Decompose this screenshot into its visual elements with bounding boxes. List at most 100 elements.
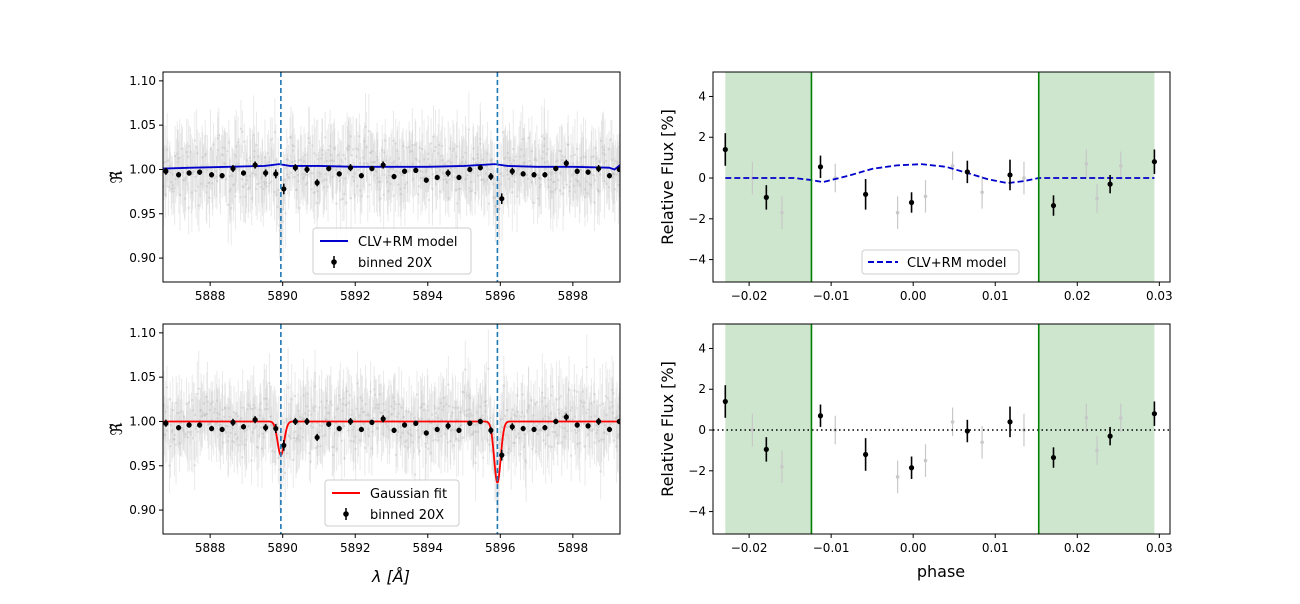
raw-point xyxy=(308,141,311,145)
raw-point xyxy=(186,430,189,434)
raw-point xyxy=(582,155,585,158)
raw-point xyxy=(499,182,502,186)
raw-point xyxy=(187,145,191,148)
raw-point xyxy=(578,184,582,188)
panel-spectrum-top: 5888 5890 5892 5894 5896 5898 0.90 0.95 1.00 1.05… xyxy=(107,71,621,303)
raw-point xyxy=(208,408,212,412)
legend-model-label: CLV+RM model xyxy=(907,256,1007,271)
raw-point xyxy=(425,435,428,439)
raw-point xyxy=(290,398,293,401)
raw-point xyxy=(464,178,467,181)
raw-point xyxy=(349,439,352,443)
raw-point xyxy=(199,408,203,412)
raw-point xyxy=(165,148,169,152)
raw-point xyxy=(222,441,225,444)
raw-point xyxy=(184,177,187,180)
raw-point xyxy=(552,425,555,429)
faint-point xyxy=(750,428,755,432)
raw-point xyxy=(403,445,407,448)
data-point xyxy=(817,164,824,170)
raw-point xyxy=(577,180,580,183)
raw-point xyxy=(340,158,343,162)
raw-point xyxy=(399,192,403,196)
raw-point xyxy=(350,409,354,412)
raw-point xyxy=(312,406,315,410)
raw-point xyxy=(253,149,256,153)
raw-point xyxy=(469,180,473,184)
raw-point xyxy=(563,435,566,439)
raw-point xyxy=(215,399,219,402)
raw-point xyxy=(546,147,550,151)
raw-point xyxy=(229,431,232,435)
raw-point xyxy=(454,406,457,410)
raw-point xyxy=(605,159,608,163)
binned-point xyxy=(488,427,494,433)
binned-point xyxy=(163,168,169,174)
raw-point xyxy=(451,411,454,415)
raw-point xyxy=(563,155,567,159)
raw-point xyxy=(612,392,615,395)
raw-point xyxy=(375,403,378,407)
binned-point xyxy=(197,169,203,175)
legend-binned-swatch-dot xyxy=(331,259,337,265)
raw-point xyxy=(275,193,278,197)
plot-area xyxy=(163,72,620,282)
raw-point xyxy=(517,167,520,171)
binned-point xyxy=(542,172,548,178)
raw-point xyxy=(219,433,222,436)
raw-point xyxy=(315,201,319,205)
raw-point xyxy=(480,178,483,182)
raw-point xyxy=(515,195,519,198)
raw-point xyxy=(366,413,370,416)
raw-point xyxy=(371,149,374,153)
raw-point xyxy=(588,182,591,186)
raw-point xyxy=(556,441,559,445)
raw-point xyxy=(523,432,526,436)
raw-point xyxy=(421,402,424,406)
raw-point xyxy=(243,140,246,143)
raw-point xyxy=(567,388,571,391)
raw-point xyxy=(168,398,172,401)
raw-point xyxy=(164,193,167,197)
raw-point xyxy=(349,197,353,200)
raw-point xyxy=(422,158,426,161)
raw-point xyxy=(415,393,419,396)
raw-point xyxy=(437,439,440,442)
raw-point xyxy=(206,423,210,426)
raw-point xyxy=(405,146,408,149)
raw-point xyxy=(371,424,374,427)
axes-frame xyxy=(162,71,621,283)
raw-point xyxy=(531,447,534,451)
raw-point xyxy=(477,161,481,164)
raw-point xyxy=(192,170,195,174)
raw-point xyxy=(505,168,509,172)
raw-point xyxy=(532,201,535,205)
raw-point xyxy=(472,430,475,433)
ytick-label: −2 xyxy=(688,464,706,478)
binned-point xyxy=(209,172,215,178)
ytick-label: 2 xyxy=(698,130,706,144)
raw-point xyxy=(379,411,382,414)
raw-point xyxy=(230,206,233,210)
legend-box xyxy=(324,479,460,527)
raw-point xyxy=(411,162,414,166)
raw-point xyxy=(476,430,480,434)
raw-point xyxy=(285,417,288,421)
raw-point xyxy=(617,414,620,418)
raw-point xyxy=(530,180,534,184)
raw-point xyxy=(232,182,236,186)
raw-point xyxy=(299,158,302,162)
raw-point xyxy=(465,177,468,180)
raw-point xyxy=(183,432,186,435)
raw-point xyxy=(247,188,250,191)
raw-point xyxy=(209,402,213,406)
raw-point xyxy=(204,152,208,156)
binned-point xyxy=(499,452,505,458)
raw-point xyxy=(479,137,482,141)
raw-point xyxy=(509,162,513,165)
raw-point xyxy=(411,441,415,444)
raw-point xyxy=(549,178,553,181)
raw-point xyxy=(329,153,333,157)
raw-point xyxy=(297,180,300,183)
raw-point xyxy=(459,162,463,165)
